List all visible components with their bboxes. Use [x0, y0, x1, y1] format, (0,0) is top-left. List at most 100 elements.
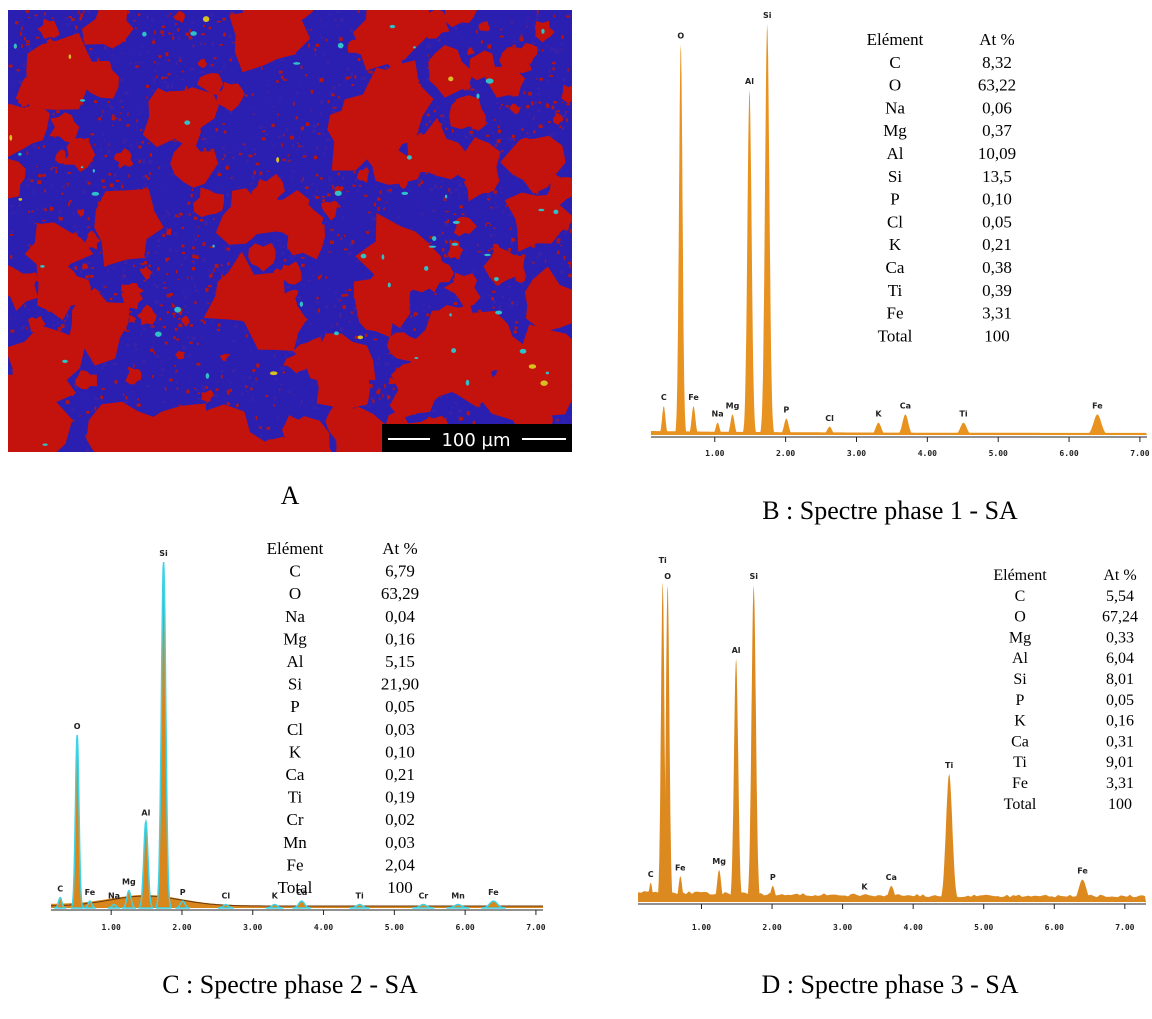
table-element: Na	[285, 607, 305, 626]
map-speck	[195, 255, 199, 259]
map-speck	[234, 324, 238, 328]
map-speck	[9, 230, 14, 233]
x-tick-label: 7.00	[526, 923, 545, 932]
spectrum-peak	[349, 903, 370, 909]
map-speck	[144, 175, 148, 178]
map-speck	[260, 118, 262, 120]
map-speck	[42, 174, 46, 177]
map-speck	[384, 67, 388, 69]
table-header: Elément	[267, 539, 324, 558]
table-header: At %	[979, 30, 1014, 49]
map-speck	[181, 250, 184, 252]
map-speck	[141, 45, 144, 48]
map-speck	[288, 284, 291, 289]
map-speck	[366, 212, 368, 214]
map-speck	[192, 44, 195, 48]
map-speck	[379, 190, 382, 194]
map-speck	[229, 111, 233, 115]
map-speck	[194, 283, 196, 288]
map-speck	[311, 383, 313, 387]
map-speck	[186, 336, 190, 338]
map-speck	[80, 13, 83, 18]
map-speck	[76, 230, 79, 234]
map-speck	[510, 240, 514, 245]
map-speck	[41, 207, 46, 211]
map-speck	[150, 18, 155, 21]
map-speck	[549, 134, 553, 139]
map-speck	[246, 334, 248, 338]
table-value: 100	[1108, 796, 1132, 813]
map-phase	[175, 351, 185, 360]
map-speck	[22, 63, 26, 66]
map-speck	[155, 75, 158, 78]
map-speck	[135, 27, 137, 30]
table-value: 0,10	[385, 742, 415, 761]
map-phase	[447, 240, 464, 259]
x-tick-label: 2.00	[776, 449, 795, 458]
table-element: O	[289, 584, 301, 603]
map-speck	[133, 264, 135, 268]
map-speck	[494, 206, 499, 209]
map-speck	[174, 249, 179, 252]
map-speck	[94, 143, 96, 146]
table-value: 0,06	[982, 98, 1012, 117]
map-speck	[214, 128, 217, 132]
map-speck	[556, 419, 559, 421]
map-inclusion	[545, 371, 549, 375]
map-inclusion	[387, 282, 391, 288]
map-speck	[171, 312, 176, 315]
map-speck	[297, 296, 301, 300]
map-phase	[69, 287, 130, 366]
table-value: 0,10	[982, 190, 1012, 209]
map-speck	[217, 173, 222, 177]
map-inclusion	[190, 31, 197, 36]
map-speck	[128, 62, 133, 65]
map-speck	[405, 329, 407, 331]
map-speck	[87, 273, 91, 277]
map-speck	[429, 236, 433, 239]
map-speck	[67, 185, 69, 187]
map-speck	[282, 158, 286, 161]
map-speck	[81, 240, 85, 242]
map-speck	[127, 10, 130, 14]
map-speck	[405, 227, 407, 229]
map-speck	[151, 345, 154, 349]
map-speck	[168, 59, 170, 62]
map-inclusion	[414, 356, 419, 360]
map-speck	[344, 248, 348, 251]
spectrum-peak	[54, 896, 67, 909]
map-speck	[287, 160, 291, 162]
peak-label: Na	[712, 410, 724, 419]
map-speck	[208, 274, 213, 278]
map-speck	[493, 119, 496, 121]
map-speck	[201, 258, 206, 262]
map-speck	[297, 142, 299, 145]
map-inclusion	[424, 265, 429, 271]
map-speck	[566, 118, 568, 122]
map-speck	[190, 277, 195, 280]
map-speck	[184, 305, 187, 308]
map-speck	[136, 403, 141, 407]
map-speck	[426, 77, 430, 81]
map-speck	[292, 102, 295, 106]
map-speck	[546, 104, 550, 108]
map-phase	[121, 282, 145, 301]
map-speck	[323, 52, 326, 56]
x-tick-label: 6.00	[455, 923, 474, 932]
map-speck	[411, 228, 413, 230]
map-speck	[27, 16, 30, 19]
map-speck	[244, 94, 248, 97]
map-speck	[471, 135, 474, 137]
map-speck	[449, 239, 452, 244]
map-speck	[223, 65, 226, 68]
map-inclusion	[465, 379, 470, 386]
map-speck	[165, 209, 169, 213]
map-speck	[39, 176, 41, 178]
map-speck	[226, 247, 230, 251]
map-speck	[66, 183, 70, 185]
map-speck	[329, 230, 333, 232]
map-speck	[357, 58, 361, 62]
map-speck	[166, 311, 170, 314]
map-speck	[163, 359, 165, 362]
